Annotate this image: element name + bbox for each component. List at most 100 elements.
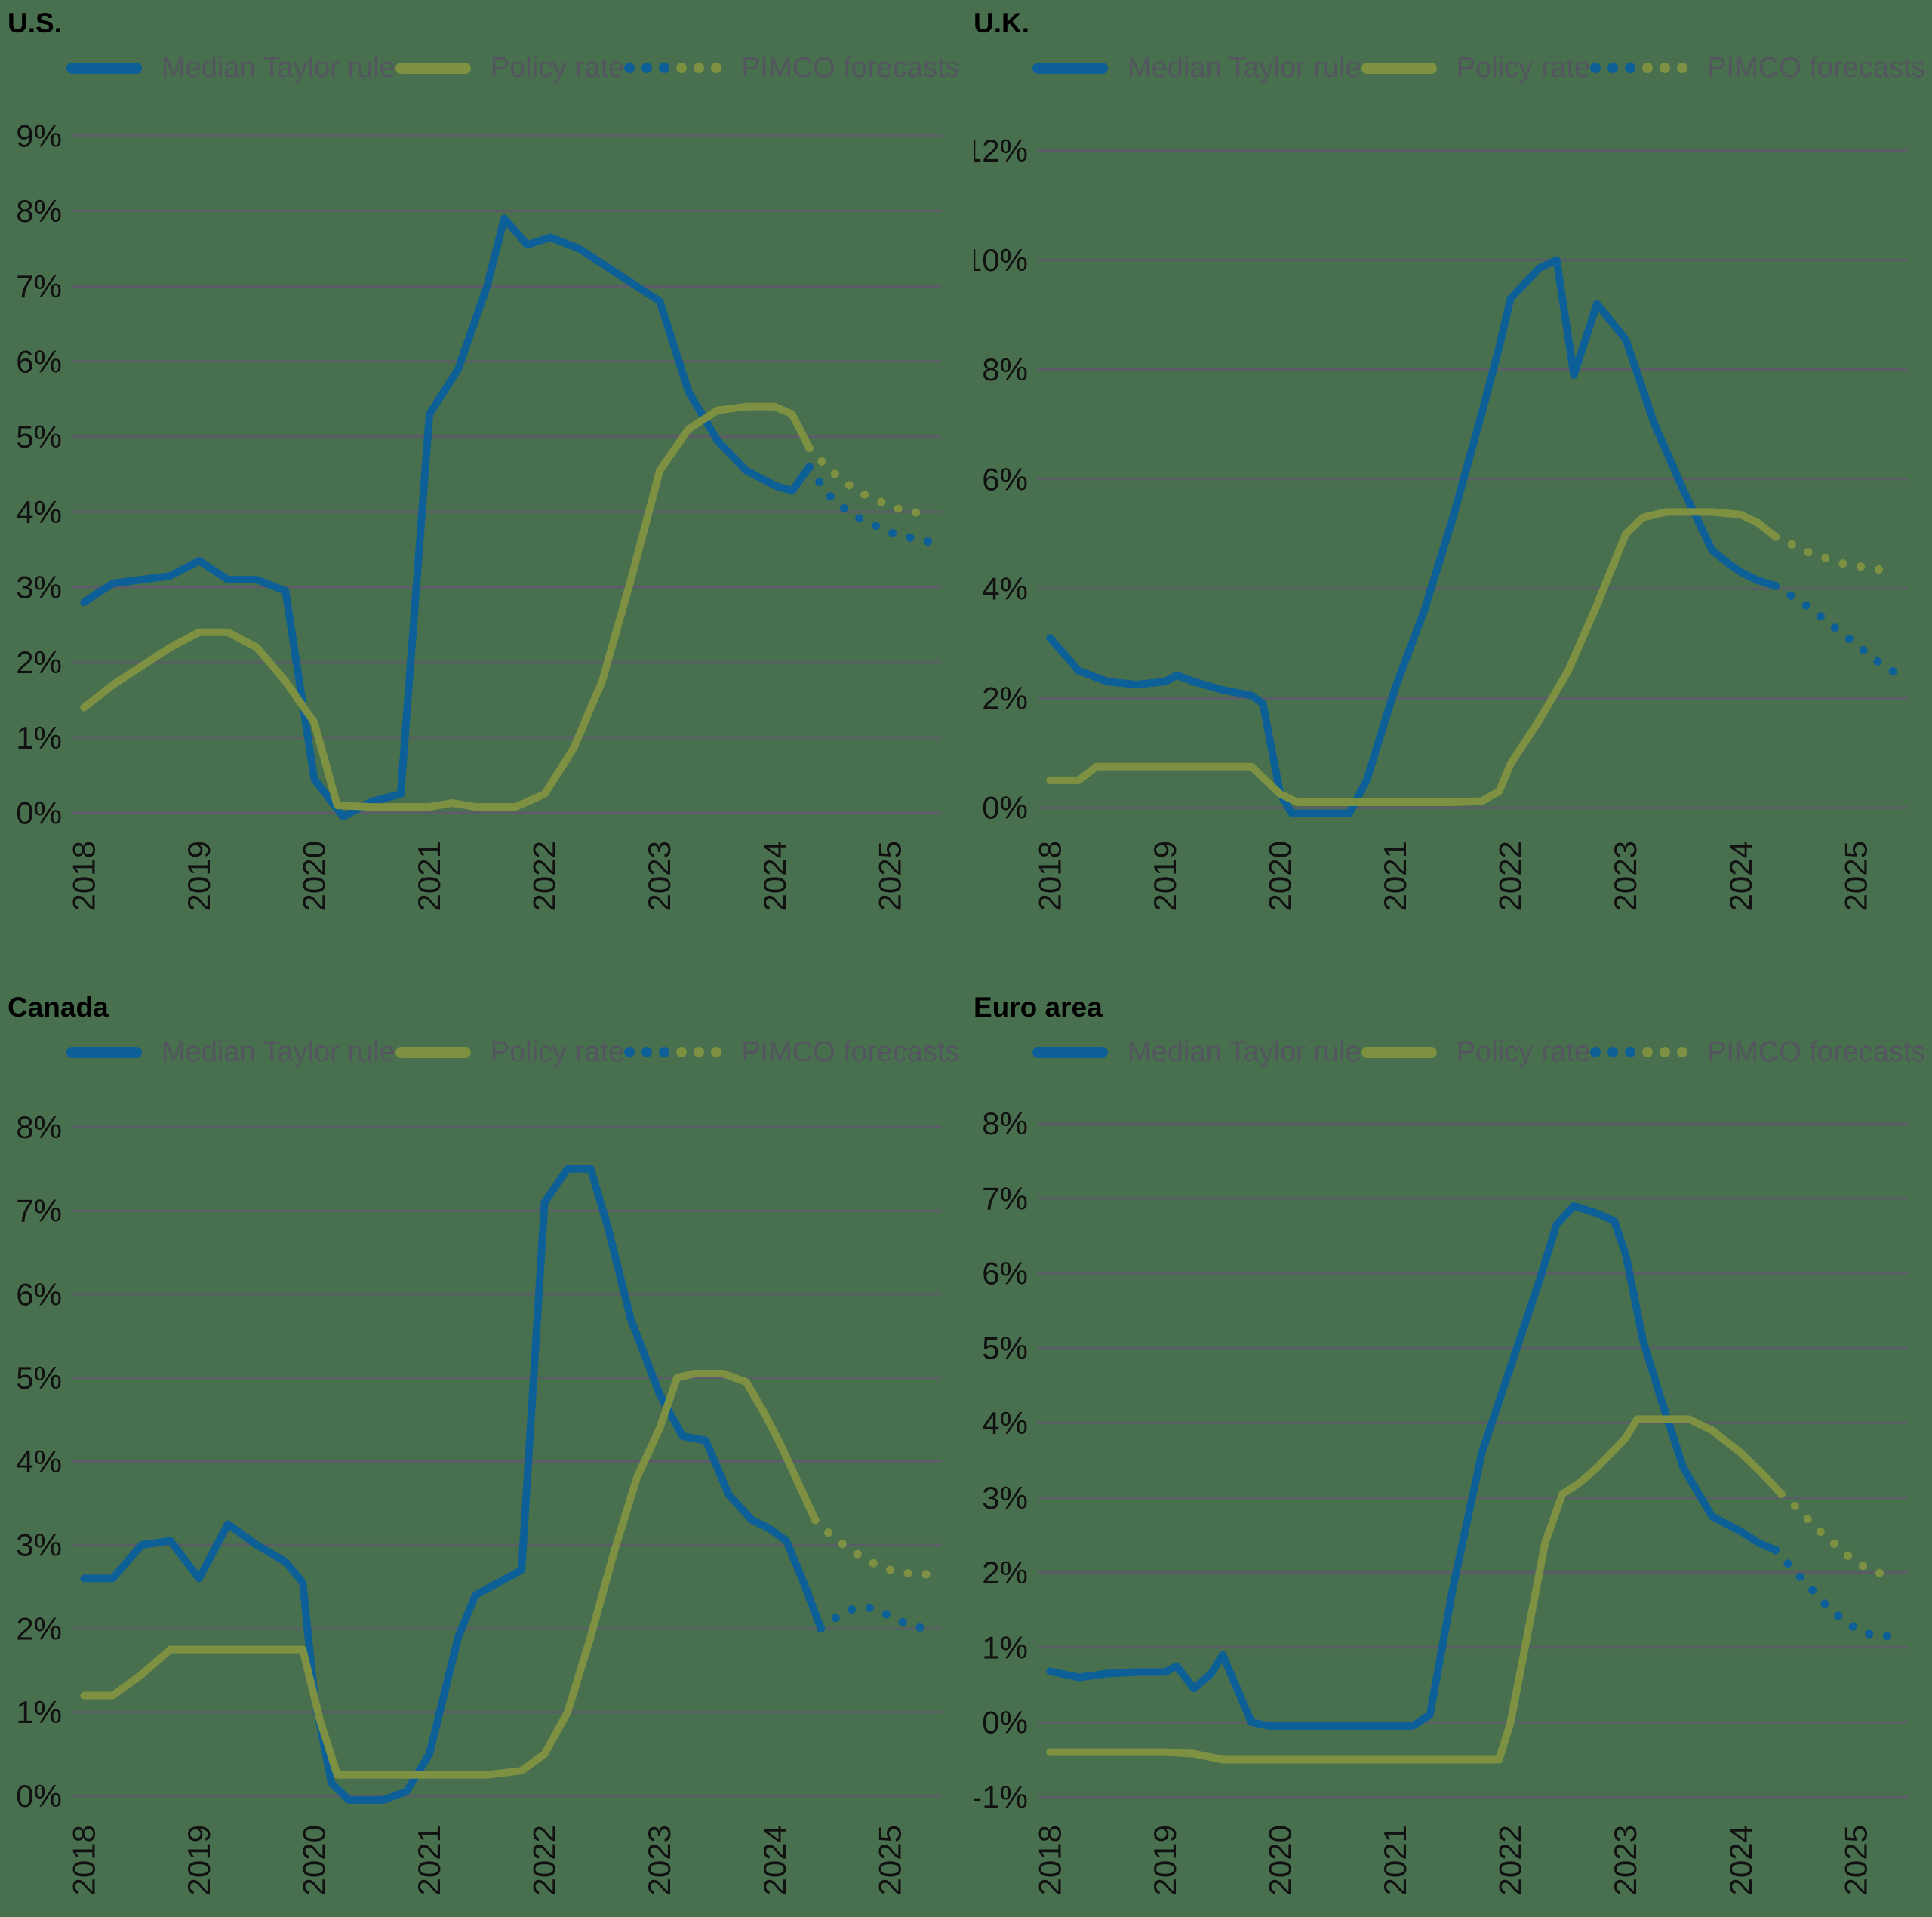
series-line-policy: [80, 1370, 820, 1779]
y-tick-label: 5%: [16, 419, 62, 454]
y-tick-label: 7%: [16, 269, 62, 304]
y-tick-label: 2%: [16, 645, 62, 680]
x-tick-label: 2019: [181, 1825, 217, 1895]
x-tick-label: 2018: [66, 1825, 101, 1895]
x-tick-label: 2019: [181, 841, 217, 911]
policy-rate-line-swatch-icon: [1361, 62, 1437, 74]
x-tick-label: 2023: [1607, 841, 1643, 911]
series-forecast-dotted-policy: [1777, 1490, 1901, 1581]
legend-label-pimco-forecasts: PIMCO forecasts: [1707, 1035, 1926, 1068]
series-forecast-dotted-taylor: [1771, 581, 1901, 678]
legend-label-pimco-forecasts: PIMCO forecasts: [741, 51, 960, 84]
x-tick-label: 2025: [1838, 1825, 1873, 1895]
x-tick-label: 2024: [757, 841, 792, 911]
x-tick-label: 2022: [1493, 1825, 1528, 1895]
forecast-dots-swatch-icon: [1590, 63, 1688, 73]
x-tick-label: 2025: [1838, 841, 1873, 911]
taylor-rule-line-swatch-icon: [66, 62, 142, 74]
x-tick-label: 2020: [296, 1825, 331, 1895]
x-tick-label: 2019: [1147, 841, 1183, 911]
legend-label-pimco-forecasts: PIMCO forecasts: [741, 1035, 960, 1068]
series-forecast-dotted-taylor: [805, 463, 935, 546]
y-tick-label: 7%: [16, 1193, 62, 1229]
x-tick-label: 2020: [1262, 841, 1297, 911]
forecast-dots-swatch-icon: [1590, 1047, 1688, 1057]
y-tick-label: 2%: [16, 1611, 62, 1646]
series-line-policy: [1046, 1415, 1786, 1764]
legend-item-policy-rate: Policy rate: [1361, 52, 1590, 85]
legend-item-policy-rate: Policy rate: [395, 52, 624, 85]
x-tick-label: 2021: [1377, 841, 1413, 911]
y-tick-label: 0%: [16, 1778, 62, 1814]
legend-label-policy-rate: Policy rate: [490, 1035, 625, 1068]
legend-label-policy-rate: Policy rate: [1456, 51, 1591, 84]
chart-panel-u-s-: U.S. Median Taylor rule Policy rate PIMC…: [0, 0, 966, 952]
taylor-rule-line-swatch-icon: [1032, 62, 1108, 74]
x-tick-label: 2018: [1032, 1825, 1067, 1895]
x-tick-label: 2018: [1032, 841, 1067, 911]
y-tick-label: 4%: [16, 1444, 62, 1479]
series-line-policy: [1046, 508, 1780, 806]
x-tick-label: 2018: [66, 841, 101, 911]
x-tick-label: 2021: [411, 1825, 447, 1895]
legend: Median Taylor rule Policy rate PIMCO for…: [8, 47, 960, 89]
policy-rate-line-swatch-icon: [395, 62, 471, 74]
series-forecast-dotted-taylor: [817, 1603, 929, 1633]
x-tick-label: 2022: [527, 841, 562, 911]
x-tick-label: 2024: [757, 1825, 792, 1895]
y-tick-label: 1%: [16, 720, 62, 755]
x-tick-label: 2024: [1723, 1825, 1758, 1895]
x-tick-label: 2021: [411, 841, 447, 911]
y-tick-label: 1%: [982, 1629, 1028, 1665]
x-tick-label: 2023: [641, 1825, 677, 1895]
legend-label-pimco-forecasts: PIMCO forecasts: [1707, 51, 1926, 84]
y-tick-label: 4%: [16, 494, 62, 530]
y-tick-label: 6%: [16, 343, 62, 379]
chart-plot: 9% 8% 7% 6% 5% 4% 3% 2% 1% 0%2018 2019 2020 2021 2022…: [16, 118, 942, 911]
legend-label-median-taylor-rule: Median Taylor rule: [162, 1035, 395, 1068]
policy-rate-line-swatch-icon: [395, 1046, 471, 1058]
panel-title: Canada: [8, 992, 109, 1023]
y-tick-label: 0%: [982, 790, 1028, 826]
y-tick-label: 2%: [982, 681, 1028, 716]
panel-title: Euro area: [974, 992, 1103, 1023]
x-tick-label: 2022: [1493, 841, 1528, 911]
series-line-taylor: [80, 214, 814, 820]
legend-label-policy-rate: Policy rate: [1456, 1035, 1591, 1068]
legend-item-pimco-forecasts: PIMCO forecasts: [1590, 1035, 1926, 1069]
y-tick-label: 7%: [982, 1180, 1028, 1216]
y-tick-label: 3%: [16, 570, 62, 605]
forecast-dots-swatch-icon: [624, 63, 722, 73]
y-tick-label: 6%: [982, 1256, 1028, 1291]
series-forecast-dotted-taylor: [1771, 1546, 1901, 1641]
legend-item-median-taylor-rule: Median Taylor rule: [66, 52, 395, 85]
legend-item-median-taylor-rule: Median Taylor rule: [1032, 1036, 1361, 1069]
forecast-dots-swatch-icon: [624, 1047, 722, 1057]
y-tick-label: 2%: [982, 1555, 1028, 1590]
series-forecast-dotted-policy: [811, 1515, 935, 1579]
y-tick-label: 6%: [982, 461, 1028, 497]
series-line-taylor: [1046, 1202, 1780, 1730]
legend-item-policy-rate: Policy rate: [395, 1036, 624, 1069]
y-tick-label: 3%: [982, 1480, 1028, 1515]
legend-item-pimco-forecasts: PIMCO forecasts: [624, 1035, 960, 1069]
y-tick-label: 4%: [982, 571, 1028, 607]
legend: Median Taylor rule Policy rate PIMCO for…: [8, 1031, 960, 1073]
y-tick-label: 10%: [974, 242, 1028, 278]
legend-item-pimco-forecasts: PIMCO forecasts: [624, 51, 960, 85]
legend-item-median-taylor-rule: Median Taylor rule: [1032, 52, 1361, 85]
y-tick-label: 1%: [16, 1694, 62, 1730]
chart-panel-canada: Canada Median Taylor rule Policy rate PI…: [0, 952, 966, 1917]
panel-title: U.S.: [8, 8, 62, 38]
y-tick-label: 0%: [982, 1705, 1028, 1740]
legend: Median Taylor rule Policy rate PIMCO for…: [974, 1031, 1926, 1073]
x-tick-label: 2023: [641, 841, 677, 911]
y-tick-label: 6%: [16, 1276, 62, 1312]
x-tick-label: 2019: [1147, 1825, 1183, 1895]
legend-label-median-taylor-rule: Median Taylor rule: [1128, 1035, 1361, 1068]
y-tick-label: 8%: [982, 1106, 1028, 1141]
y-tick-label: -1%: [974, 1780, 1028, 1815]
legend-label-median-taylor-rule: Median Taylor rule: [162, 51, 395, 84]
